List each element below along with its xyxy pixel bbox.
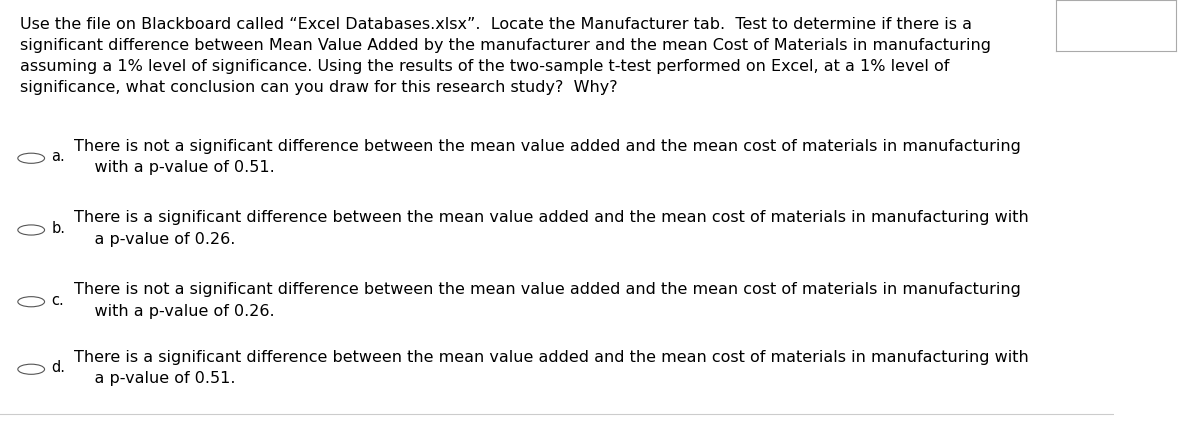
Text: Use the file on Blackboard called “Excel Databases.xlsx”.  Locate the Manufactur: Use the file on Blackboard called “Excel… <box>20 17 991 95</box>
Text: There is not a significant difference between the mean value added and the mean : There is not a significant difference be… <box>73 139 1020 175</box>
Text: There is not a significant difference between the mean value added and the mean : There is not a significant difference be… <box>73 282 1020 319</box>
Text: b.: b. <box>52 221 65 236</box>
Text: d.: d. <box>52 360 65 376</box>
Text: There is a significant difference between the mean value added and the mean cost: There is a significant difference betwee… <box>73 211 1028 247</box>
Text: a.: a. <box>52 149 65 165</box>
Text: There is a significant difference between the mean value added and the mean cost: There is a significant difference betwee… <box>73 350 1028 386</box>
Text: c.: c. <box>52 293 64 308</box>
